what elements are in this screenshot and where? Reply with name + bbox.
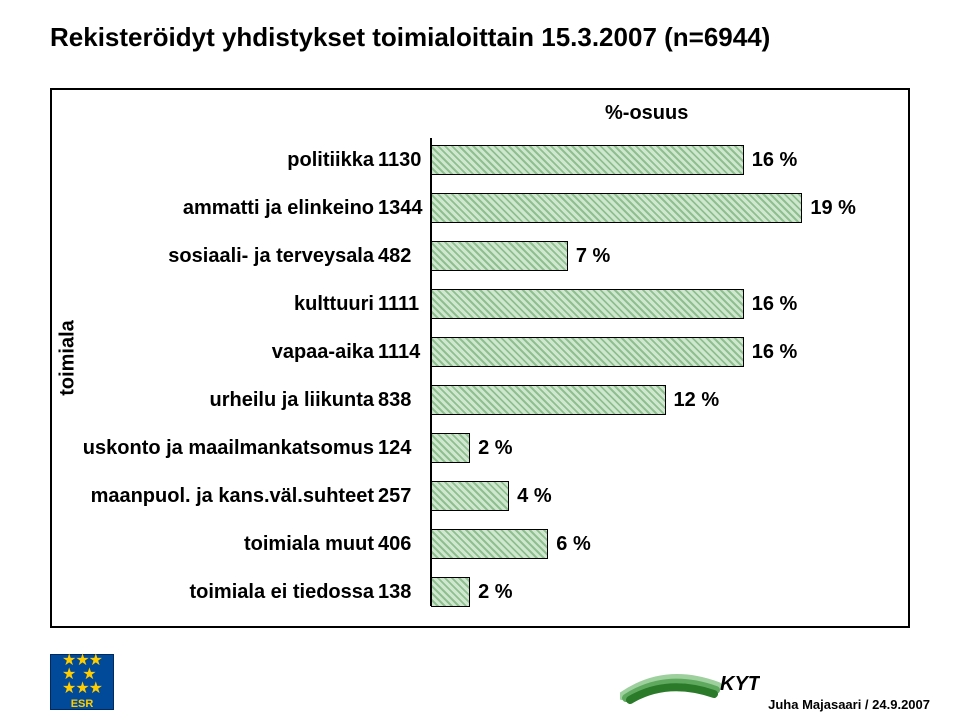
value-label: 2 % — [478, 426, 512, 470]
category-label: sosiaali- ja terveysala — [54, 234, 374, 278]
kyt-logo-text: KYT — [720, 673, 760, 695]
count-label: 138 — [378, 570, 411, 614]
category-label: urheilu ja liikunta — [54, 378, 374, 422]
bar — [431, 577, 470, 607]
category-label: toimiala ei tiedossa — [54, 570, 374, 614]
value-label: 6 % — [556, 522, 590, 566]
value-label: 12 % — [674, 378, 720, 422]
count-label: 1114 — [378, 330, 420, 374]
esr-logo: ★★★★ ★★★★ ESR — [50, 654, 114, 710]
chart-container: toimiala %-osuus politiikka113016 %ammat… — [50, 88, 910, 628]
count-label: 482 — [378, 234, 411, 278]
chart-row: urheilu ja liikunta838 12 % — [52, 378, 908, 422]
value-label: 7 % — [576, 234, 610, 278]
category-label: politiikka — [54, 138, 374, 182]
count-label: 1344 — [378, 186, 423, 230]
chart-row: vapaa-aika1114 16 % — [52, 330, 908, 374]
category-label: ammatti ja elinkeino — [54, 186, 374, 230]
category-label: vapaa-aika — [54, 330, 374, 374]
bar — [431, 145, 744, 175]
value-label: 19 % — [810, 186, 856, 230]
bar — [431, 385, 666, 415]
footer: ★★★★ ★★★★ ESR KYT Juha Majasaari / 24.9.… — [0, 650, 960, 720]
category-label: kulttuuri — [54, 282, 374, 326]
chart-row: politiikka1130 16 % — [52, 138, 908, 182]
value-label: 4 % — [517, 474, 551, 518]
chart-row: toimiala ei tiedossa138 2 % — [52, 570, 908, 614]
chart-row: kulttuuri1111 16 % — [52, 282, 908, 326]
value-label: 16 % — [752, 330, 798, 374]
count-label: 1130 — [378, 138, 421, 182]
chart-row: maanpuol. ja kans.väl.suhteet257 4 % — [52, 474, 908, 518]
kyt-logo: KYT — [620, 658, 760, 706]
credit-text: Juha Majasaari / 24.9.2007 — [768, 697, 930, 712]
pct-header: %-osuus — [605, 102, 688, 125]
bar — [431, 289, 744, 319]
count-label: 838 — [378, 378, 411, 422]
chart-row: toimiala muut406 6 % — [52, 522, 908, 566]
value-label: 2 % — [478, 570, 512, 614]
bar — [431, 433, 470, 463]
page-title: Rekisteröidyt yhdistykset toimialoittain… — [50, 22, 770, 53]
count-label: 1111 — [378, 282, 419, 326]
bar — [431, 337, 744, 367]
esr-logo-text: ESR — [71, 698, 94, 710]
bar — [431, 529, 548, 559]
count-label: 124 — [378, 426, 411, 470]
chart-row: sosiaali- ja terveysala482 7 % — [52, 234, 908, 278]
chart-row: uskonto ja maailmankatsomus124 2 % — [52, 426, 908, 470]
count-label: 406 — [378, 522, 411, 566]
bar — [431, 193, 802, 223]
category-label: maanpuol. ja kans.väl.suhteet — [54, 474, 374, 518]
count-label: 257 — [378, 474, 411, 518]
value-label: 16 % — [752, 282, 798, 326]
eu-stars-icon: ★★★★ ★★★★ — [62, 654, 102, 696]
chart-rows: politiikka113016 %ammatti ja elinkeino13… — [52, 138, 908, 618]
chart-row: ammatti ja elinkeino1344 19 % — [52, 186, 908, 230]
category-label: uskonto ja maailmankatsomus — [54, 426, 374, 470]
category-label: toimiala muut — [54, 522, 374, 566]
value-label: 16 % — [752, 138, 798, 182]
bar — [431, 481, 509, 511]
bar — [431, 241, 568, 271]
